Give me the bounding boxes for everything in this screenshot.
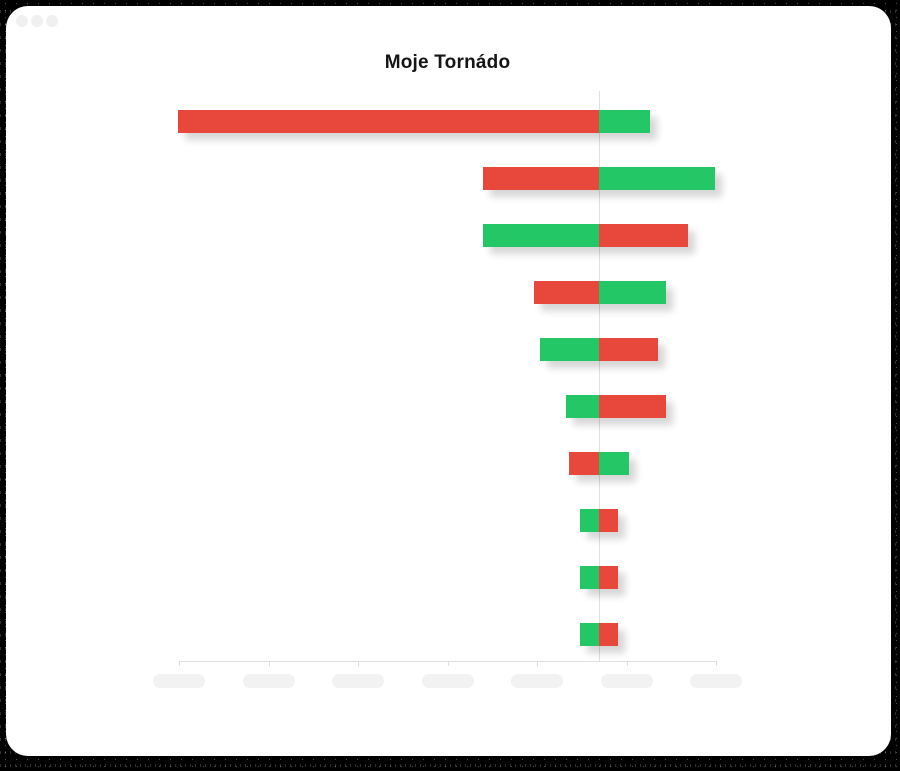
tornado-bar-right <box>599 395 666 418</box>
x-axis-tick <box>537 661 538 666</box>
tornado-bar-left <box>569 452 599 475</box>
window-control-dot-close[interactable] <box>16 15 28 27</box>
bar-row <box>483 224 688 247</box>
app-window: Moje Tornádo <box>6 6 891 756</box>
x-axis-label-redacted <box>690 674 742 688</box>
tornado-bar-left <box>580 566 599 589</box>
tornado-bar-right <box>599 338 658 361</box>
bar-row <box>580 623 618 646</box>
tornado-bar-right <box>599 509 618 532</box>
bar-row <box>483 167 715 190</box>
tornado-bar-right <box>599 281 666 304</box>
tornado-bar-right <box>599 566 618 589</box>
x-axis-label-redacted <box>421 674 474 688</box>
window-control-dot-minimize[interactable] <box>31 15 43 27</box>
x-axis-tick <box>358 661 359 666</box>
tornado-bar-left <box>580 509 599 532</box>
bar-row <box>580 509 618 532</box>
tornado-bar-right <box>599 167 715 190</box>
tornado-bar-right <box>599 224 688 247</box>
tornado-bar-left <box>534 281 599 304</box>
tornado-bar-left <box>540 338 599 361</box>
x-axis-label-redacted <box>242 674 295 688</box>
tornado-bar-left <box>566 395 599 418</box>
tornado-bar-left <box>178 110 599 133</box>
x-axis-tick <box>179 661 180 666</box>
x-axis-label-redacted <box>511 674 563 688</box>
window-control-dot-zoom[interactable] <box>46 15 58 27</box>
tornado-bar-right <box>599 623 618 646</box>
x-axis-label-redacted <box>332 674 384 688</box>
tornado-bar-left <box>483 224 599 247</box>
x-axis-label-redacted <box>600 674 653 688</box>
x-axis-tick <box>447 661 449 666</box>
bar-row <box>580 566 618 589</box>
x-axis-tick <box>268 661 270 666</box>
x-axis-tick <box>716 661 717 666</box>
chart-title: Moje Tornádo <box>384 52 511 73</box>
window-controls <box>16 15 58 27</box>
x-axis-label-redacted <box>153 674 205 688</box>
tornado-bar-right <box>599 110 650 133</box>
bar-row <box>178 110 650 133</box>
bar-row <box>534 281 666 304</box>
tornado-bar-left <box>483 167 599 190</box>
tornado-bar-right <box>599 452 629 475</box>
x-axis-tick <box>626 661 628 666</box>
tornado-chart <box>6 6 891 756</box>
tornado-bar-left <box>580 623 599 646</box>
bar-row <box>569 452 629 475</box>
bar-row <box>566 395 666 418</box>
baseline-gridline <box>599 91 600 661</box>
bar-row <box>540 338 658 361</box>
